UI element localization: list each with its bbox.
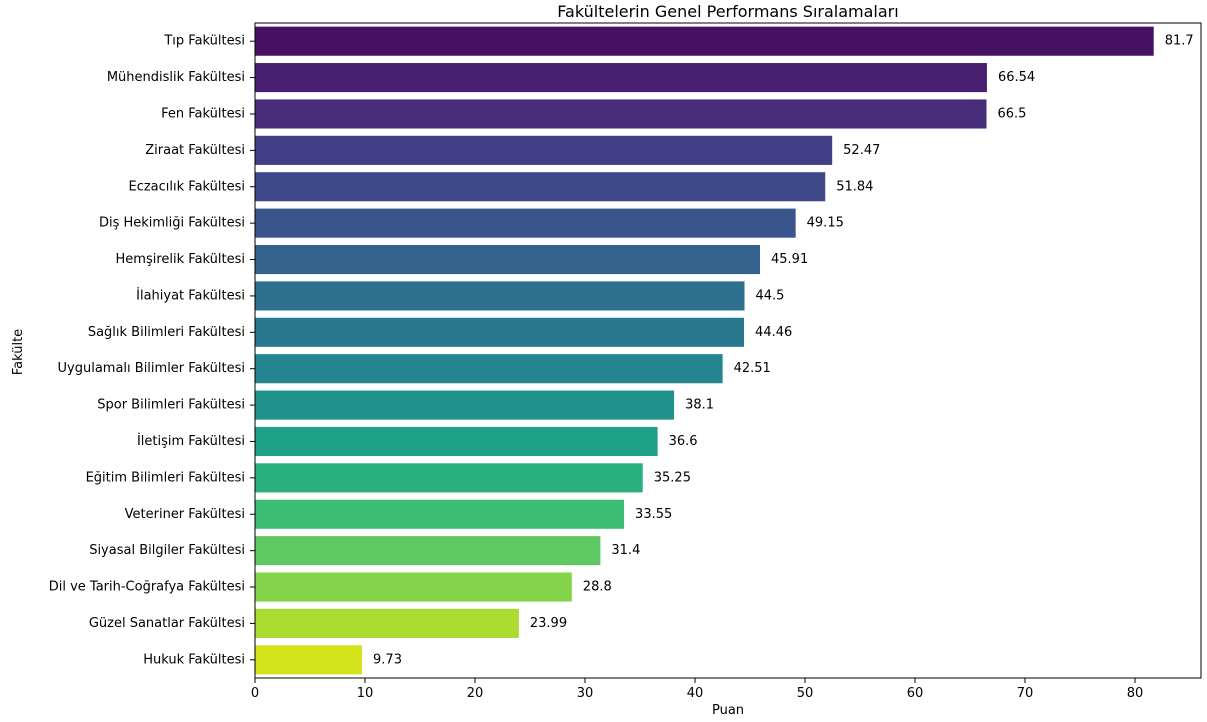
bar (255, 208, 796, 238)
category-label: Veteriner Fakültesi (125, 507, 245, 522)
bar (255, 390, 675, 420)
bar (255, 244, 761, 275)
value-label: 9.73 (373, 652, 402, 667)
category-label: Hukuk Fakültesi (143, 652, 245, 667)
x-tick-label: 30 (577, 686, 594, 701)
category-label: İlahiyat Fakültesi (136, 287, 245, 303)
category-label: Eğitim Bilimleri Fakültesi (86, 470, 245, 485)
category-label: Diş Hekimliği Fakültesi (99, 216, 245, 231)
bar (255, 99, 987, 129)
category-label: İletişim Fakültesi (137, 433, 245, 449)
category-labels-group: Tıp Fakültesi Mühendislik Fakültesi Fen Fa… (49, 34, 255, 667)
value-label: 66.5 (998, 106, 1027, 121)
bar (255, 317, 745, 347)
value-label: 42.51 (734, 361, 771, 376)
bar (255, 463, 643, 493)
x-tick-label: 60 (907, 686, 924, 701)
y-axis-title: Fakülte (11, 329, 26, 375)
bar (255, 354, 723, 384)
bar (255, 536, 601, 566)
x-tick-label: 10 (357, 686, 374, 701)
bar (255, 499, 625, 529)
bar (255, 645, 363, 675)
value-label: 33.55 (635, 507, 672, 522)
value-label: 49.15 (807, 216, 844, 231)
x-tick-label: 50 (797, 686, 814, 701)
value-label: 51.84 (836, 179, 873, 194)
value-label: 23.99 (530, 616, 567, 631)
x-tick-label: 70 (1017, 686, 1034, 701)
bar (255, 608, 519, 638)
plot-frame (254, 22, 1202, 679)
category-label: Fen Fakültesi (161, 106, 245, 121)
x-tick-label: 80 (1127, 686, 1144, 701)
bars-group (255, 26, 1154, 675)
category-label: Uygulamalı Bilimler Fakültesi (58, 361, 245, 376)
value-label: 44.5 (756, 288, 785, 303)
value-label: 52.47 (843, 143, 880, 158)
category-label: Ziraat Fakültesi (145, 143, 245, 158)
value-label: 81.7 (1165, 34, 1194, 49)
category-label: Tıp Fakültesi (163, 34, 245, 49)
category-label: Spor Bilimleri Fakültesi (97, 398, 245, 413)
category-label: Dil ve Tarih-Coğrafya Fakültesi (49, 580, 245, 595)
bar (255, 135, 833, 165)
category-label: Güzel Sanatlar Fakültesi (89, 616, 245, 631)
category-label: Eczacılık Fakültesi (128, 179, 245, 194)
value-label: 45.91 (771, 252, 808, 267)
chart-title: Fakültelerin Genel Performans Sıralamala… (557, 2, 898, 21)
category-label: Sağlık Bilimleri Fakültesi (88, 325, 245, 340)
x-tick-label: 20 (467, 686, 484, 701)
bar (255, 172, 826, 202)
bar (255, 281, 745, 311)
category-label: Mühendislik Fakültesi (107, 70, 245, 85)
value-label: 28.8 (583, 580, 612, 595)
value-labels-group: 81.7 66.54 66.5 52.47 51.84 49.15 45.91 44.5 44.… (373, 34, 1194, 668)
x-tick-label: 40 (687, 686, 704, 701)
x-ticks-group: 0 10 20 30 40 50 60 70 80 (251, 678, 1143, 701)
bar (255, 26, 1154, 56)
bar (255, 63, 987, 93)
value-label: 66.54 (998, 70, 1035, 85)
value-label: 38.1 (685, 398, 714, 413)
bar (255, 426, 658, 457)
value-label: 36.6 (669, 434, 698, 449)
value-label: 44.46 (755, 325, 792, 340)
category-label: Hemşirelik Fakültesi (116, 252, 245, 267)
category-label: Siyasal Bilgiler Fakültesi (89, 543, 245, 558)
x-axis-title: Puan (712, 703, 744, 718)
bar (255, 572, 572, 602)
x-tick-label: 0 (251, 686, 259, 701)
value-label: 31.4 (611, 543, 640, 558)
value-label: 35.25 (654, 470, 691, 485)
